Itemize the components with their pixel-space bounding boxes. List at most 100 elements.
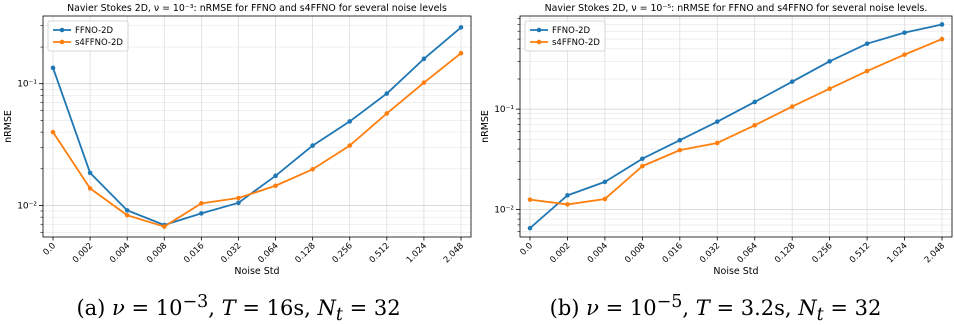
legend: FFNO-2D s4FFNO-2D bbox=[47, 20, 129, 52]
data-point bbox=[602, 179, 608, 185]
caption-a: (a) ν = 10−3, T = 16s, Nt = 32 bbox=[76, 292, 401, 325]
data-point bbox=[565, 202, 570, 207]
x-tick-label: 0.512 bbox=[368, 241, 392, 265]
x-tick-label: 0.032 bbox=[219, 241, 243, 265]
chart-title: Navier Stokes 2D, ν = 10⁻³: nRMSE for FF… bbox=[67, 3, 447, 14]
chart-nu-1e-5: Navier Stokes 2D, ν = 10⁻⁵: nRMSE for FF… bbox=[480, 3, 953, 277]
data-point bbox=[752, 122, 758, 128]
x-tick-label: 1.024 bbox=[405, 241, 429, 265]
data-point bbox=[864, 68, 870, 74]
data-point bbox=[310, 166, 315, 172]
chart-nu-1e-3: Navier Stokes 2D, ν = 10⁻³: nRMSE for FF… bbox=[3, 3, 472, 277]
data-point bbox=[124, 208, 130, 213]
data-point bbox=[421, 56, 427, 62]
y-axis-label: nRMSE bbox=[480, 110, 491, 143]
data-point bbox=[527, 225, 533, 231]
x-tick-label: 0.512 bbox=[848, 241, 872, 265]
legend-marker-2 bbox=[536, 39, 542, 45]
legend-marker-1 bbox=[536, 27, 542, 33]
series-line-2 bbox=[52, 52, 462, 228]
legend-box bbox=[524, 20, 606, 52]
legend-label-2: s4FFNO-2D bbox=[552, 38, 600, 48]
legend-marker-2 bbox=[59, 39, 65, 45]
x-tick-label: 0.016 bbox=[661, 241, 685, 265]
legend-label-1: FFNO-2D bbox=[552, 26, 591, 36]
x-tick-label: 0.128 bbox=[773, 241, 797, 265]
legend-marker-1 bbox=[59, 27, 65, 33]
x-tick-label: 0.008 bbox=[623, 241, 647, 265]
x-tick-label: 0.256 bbox=[331, 241, 355, 265]
data-point bbox=[640, 163, 645, 169]
data-point bbox=[384, 111, 390, 116]
legend-box bbox=[47, 20, 129, 52]
x-tick-label: 0.0 bbox=[41, 241, 58, 258]
x-tick-label: 0.032 bbox=[698, 241, 722, 265]
data-point bbox=[384, 91, 390, 96]
data-point bbox=[421, 80, 427, 85]
x-tick-label: 0.256 bbox=[810, 241, 834, 265]
x-tick-label: 0.0 bbox=[518, 241, 535, 258]
data-point bbox=[677, 137, 683, 143]
data-point bbox=[87, 186, 93, 191]
series-line-1 bbox=[529, 23, 943, 229]
x-tick-label: 0.016 bbox=[182, 241, 206, 265]
x-tick-label: 0.064 bbox=[256, 241, 280, 265]
data-point bbox=[236, 200, 241, 206]
x-tick-label: 0.008 bbox=[145, 241, 169, 265]
x-tick-label: 0.002 bbox=[71, 241, 95, 265]
y-tick-label: 10⁻² bbox=[17, 201, 37, 211]
data-point bbox=[273, 173, 278, 179]
legend: FFNO-2D s4FFNO-2D bbox=[524, 20, 606, 52]
data-point bbox=[677, 147, 683, 153]
data-point bbox=[310, 143, 315, 148]
data-point bbox=[939, 22, 945, 27]
data-point bbox=[347, 143, 353, 148]
data-point bbox=[161, 224, 167, 229]
data-point bbox=[789, 79, 795, 84]
plot-frame bbox=[42, 15, 472, 238]
data-point bbox=[458, 25, 464, 30]
x-tick-label: 1.024 bbox=[885, 241, 909, 265]
data-point bbox=[902, 30, 907, 35]
y-tick-label: 10⁻² bbox=[494, 205, 514, 215]
data-point bbox=[864, 41, 870, 46]
data-point bbox=[640, 156, 645, 162]
data-point bbox=[939, 36, 945, 42]
data-point bbox=[87, 170, 93, 176]
data-point bbox=[50, 129, 56, 135]
caption-b: (b) ν = 10−5, T = 3.2s, Nt = 32 bbox=[549, 292, 882, 325]
data-point bbox=[458, 50, 464, 56]
data-point bbox=[714, 140, 720, 146]
data-point bbox=[902, 52, 907, 57]
legend-label-2: s4FFNO-2D bbox=[75, 38, 123, 48]
data-point bbox=[752, 99, 758, 105]
data-point bbox=[236, 195, 241, 201]
data-point bbox=[124, 212, 130, 218]
data-point bbox=[789, 104, 795, 109]
data-point bbox=[827, 86, 832, 91]
data-point bbox=[602, 196, 608, 202]
y-tick-label: 10⁻¹ bbox=[17, 80, 37, 90]
x-tick-label: 0.128 bbox=[293, 241, 317, 265]
data-point bbox=[199, 201, 204, 206]
x-tick-label: 2.048 bbox=[923, 241, 947, 265]
data-point bbox=[527, 197, 533, 202]
data-point bbox=[347, 119, 353, 124]
x-tick-label: 0.004 bbox=[586, 241, 610, 265]
chart-title: Navier Stokes 2D, ν = 10⁻⁵: nRMSE for FF… bbox=[545, 3, 928, 14]
data-point bbox=[273, 183, 278, 189]
legend-label-1: FFNO-2D bbox=[75, 26, 114, 36]
data-point bbox=[565, 193, 570, 198]
series-line-2 bbox=[529, 38, 943, 206]
series-line-1 bbox=[52, 26, 462, 226]
x-axis-label: Noise Std bbox=[713, 266, 758, 277]
y-tick-label: 10⁻¹ bbox=[494, 105, 514, 115]
x-tick-label: 0.064 bbox=[736, 241, 760, 265]
plot-frame bbox=[519, 15, 953, 238]
data-point bbox=[199, 211, 204, 216]
data-point bbox=[714, 119, 720, 124]
x-tick-label: 2.048 bbox=[442, 241, 466, 265]
y-axis-label: nRMSE bbox=[3, 110, 14, 143]
x-tick-label: 0.002 bbox=[548, 241, 572, 265]
data-point bbox=[50, 65, 56, 71]
